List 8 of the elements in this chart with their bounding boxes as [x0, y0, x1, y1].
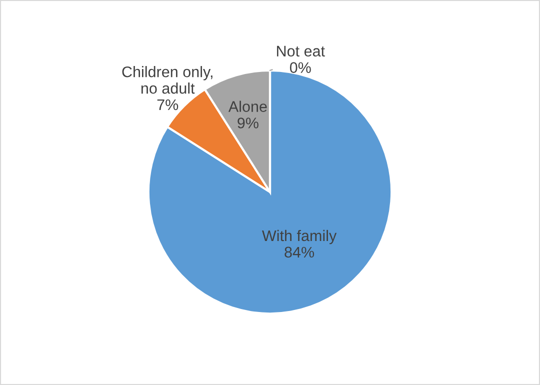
slice-label: Children only, no adult	[122, 66, 212, 94]
slice-label: Alone	[228, 100, 267, 112]
text: 0%	[290, 62, 311, 73]
data-label: 84%	[284, 246, 314, 258]
data-label: 9%	[238, 118, 258, 128]
category-label: Not eat	[277, 46, 325, 57]
slice-label: With family	[262, 230, 337, 244]
data-label: 7%	[157, 99, 178, 110]
